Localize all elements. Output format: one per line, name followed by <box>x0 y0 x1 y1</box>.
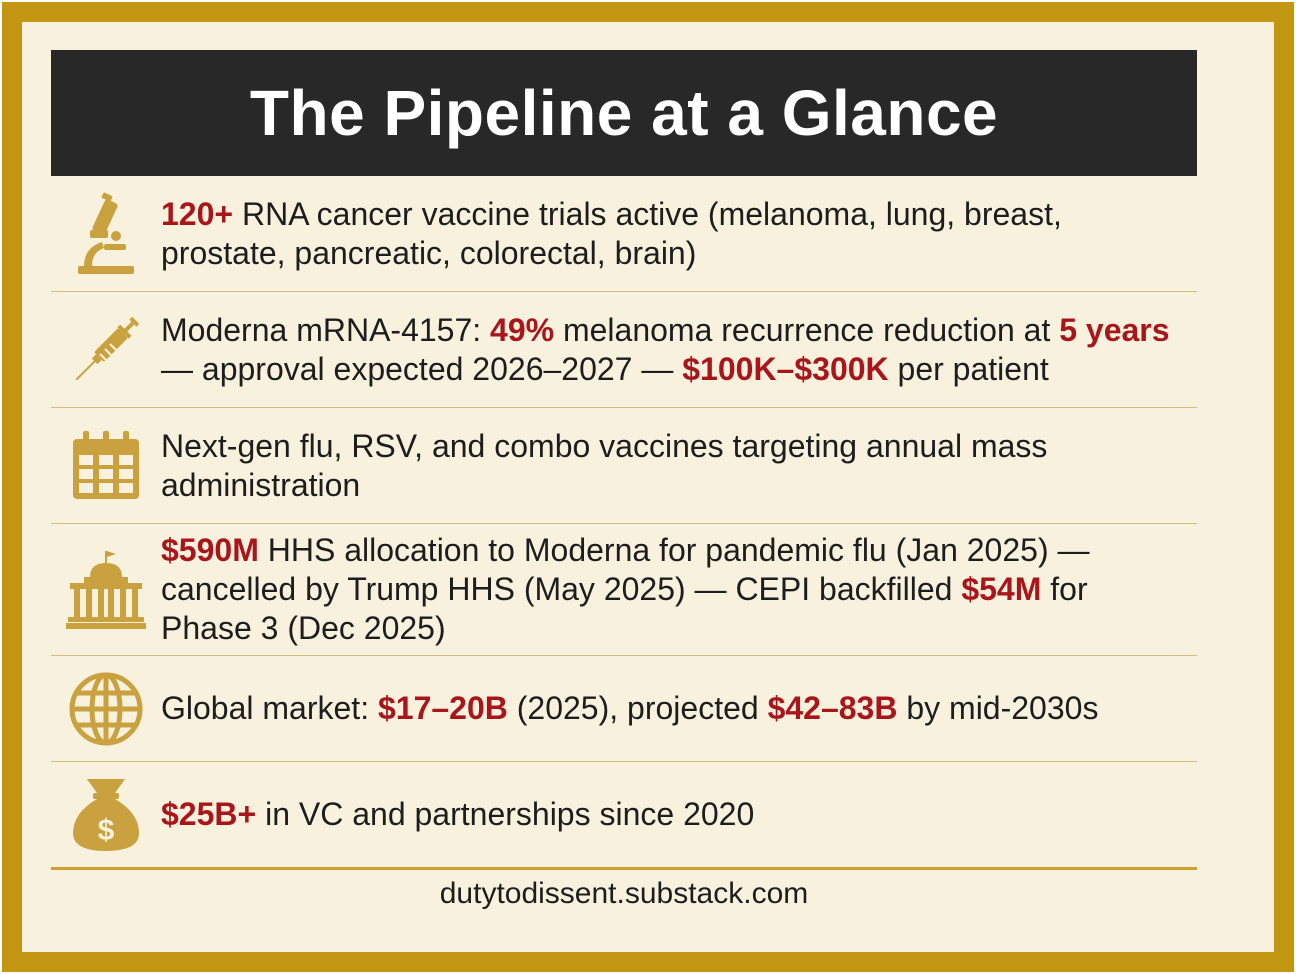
page-title: The Pipeline at a Glance <box>249 77 999 149</box>
list-item: $ $25B+ in VC and partnerships since 202… <box>51 762 1197 870</box>
pipeline-list: 120+ RNA cancer vaccine trials active (m… <box>51 176 1197 870</box>
list-item: Global market: $17–20B (2025), projected… <box>51 656 1197 762</box>
highlight-figure: 5 years <box>1059 311 1170 348</box>
row-text: $25B+ in VC and partnerships since 2020 <box>161 795 1197 834</box>
row-text-segment: Global market: <box>161 690 378 726</box>
list-item: Next-gen flu, RSV, and combo vaccines ta… <box>51 408 1197 524</box>
footer-source: dutytodissent.substack.com <box>439 877 809 910</box>
highlight-figure: $25B+ <box>161 796 257 832</box>
list-item: $590M HHS allocation to Moderna for pand… <box>51 524 1197 656</box>
highlight-figure: $54M <box>961 571 1042 607</box>
row-text-segment: HHS allocation to Moderna for pandemic f… <box>161 532 1090 607</box>
row-text-segment: RNA cancer vaccine trials active (melano… <box>161 195 1062 271</box>
row-text-segment: by mid-2030s <box>897 690 1099 726</box>
highlight-figure: 120+ <box>161 195 234 232</box>
title-bar: The Pipeline at a Glance <box>51 50 1197 176</box>
syringe-icon <box>51 310 161 390</box>
highlight-figure: $100K–$300K <box>682 350 889 387</box>
row-text: 120+ RNA cancer vaccine trials active (m… <box>161 195 1197 273</box>
government-building-icon <box>51 550 161 629</box>
money-bag-icon: $ <box>51 777 161 853</box>
row-text-segment: Moderna mRNA-4157: <box>161 311 491 348</box>
row-text-segment: in VC and partnerships since 2020 <box>256 796 755 832</box>
calendar-icon <box>51 430 161 501</box>
list-item: 120+ RNA cancer vaccine trials active (m… <box>51 176 1197 292</box>
infographic-panel <box>22 22 1274 952</box>
list-item: Moderna mRNA-4157: 49% melanoma recurren… <box>51 292 1197 408</box>
row-text-segment: (2025), projected <box>507 690 768 726</box>
svg-text:$: $ <box>98 814 115 847</box>
row-text-segment: for Phase 3 (Dec 2025) <box>161 571 1088 646</box>
row-text: $590M HHS allocation to Moderna for pand… <box>161 531 1197 648</box>
row-text-segment: Next-gen flu, RSV, and combo vaccines ta… <box>161 427 1048 503</box>
microscope-icon <box>51 191 161 276</box>
row-text: Next-gen flu, RSV, and combo vaccines ta… <box>161 427 1197 505</box>
row-text-segment: per patient <box>888 350 1049 387</box>
row-text: Global market: $17–20B (2025), projected… <box>161 689 1197 728</box>
row-text-segment: melanoma recurrence reduction at <box>554 311 1060 348</box>
globe-icon <box>51 671 161 747</box>
highlight-figure: $42–83B <box>767 690 898 726</box>
row-text: Moderna mRNA-4157: 49% melanoma recurren… <box>161 311 1197 389</box>
highlight-figure: $590M <box>161 532 259 568</box>
row-text-segment: — approval expected 2026–2027 — <box>161 350 683 387</box>
highlight-figure: 49% <box>490 311 555 348</box>
highlight-figure: $17–20B <box>377 690 508 726</box>
